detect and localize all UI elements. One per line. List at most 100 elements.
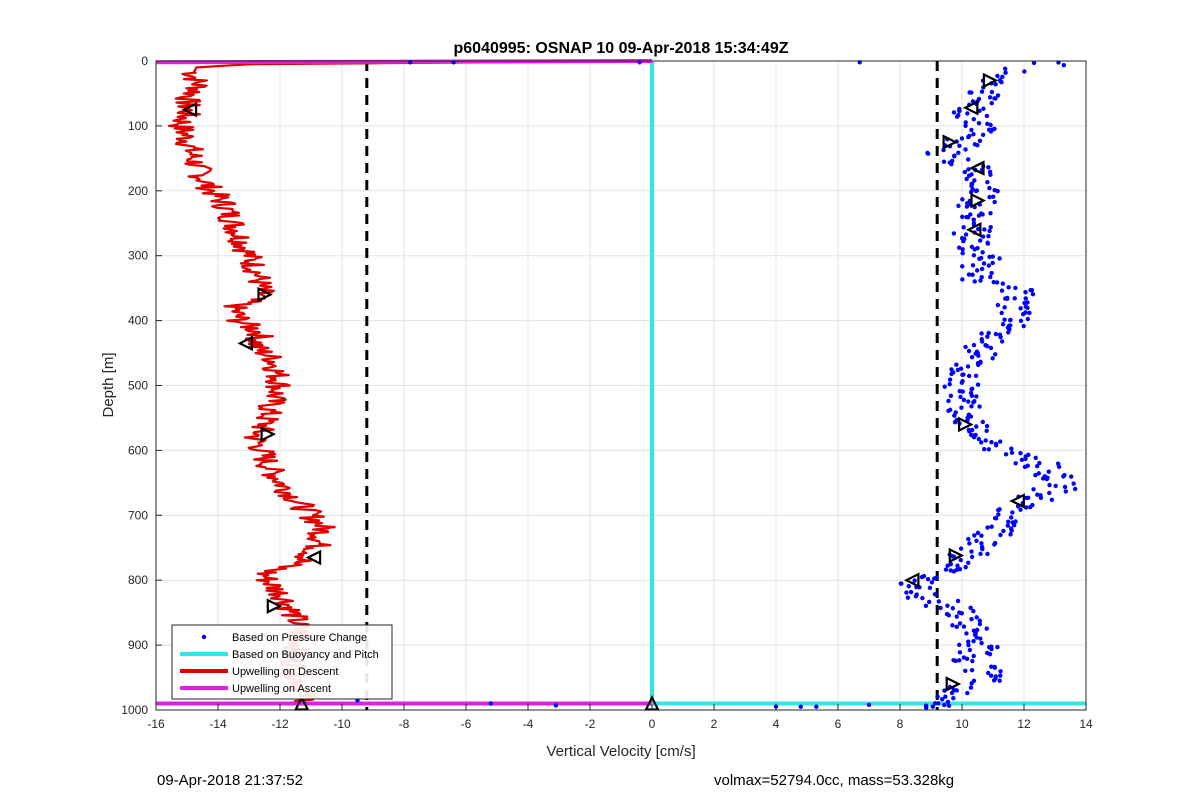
pressure-change-point (950, 606, 956, 611)
y-tick-label: 500 (128, 379, 148, 393)
pressure-change-point (963, 564, 968, 570)
pressure-change-point (923, 603, 929, 609)
pressure-change-point (965, 364, 971, 369)
pressure-change-point (968, 189, 974, 195)
x-tick-label: 6 (835, 717, 842, 731)
pressure-change-point (942, 384, 947, 389)
pressure-change-point (997, 507, 1002, 512)
descent-marker (260, 426, 277, 442)
pressure-change-point (971, 653, 976, 659)
pressure-change-point (969, 432, 974, 438)
pressure-change-point (953, 658, 958, 664)
ascent-marker (948, 547, 965, 564)
pressure-change-point (988, 345, 994, 351)
pressure-change-point (941, 159, 947, 164)
pressure-change-point (1037, 460, 1042, 466)
pressure-change-point (987, 194, 992, 200)
y-tick-label: 400 (128, 314, 148, 328)
pressure-change-point (989, 664, 994, 669)
pressure-change-point (1055, 461, 1061, 466)
pressure-change-point (1047, 490, 1052, 496)
pressure-change-point (978, 278, 983, 283)
pressure-change-point (996, 512, 1001, 517)
pressure-change-point (968, 390, 974, 396)
pressure-change-point (946, 398, 951, 404)
pressure-change-point (1002, 66, 1008, 71)
pressure-change-point (962, 169, 968, 175)
pressure-change-point (930, 704, 935, 709)
pressure-change-point (1023, 456, 1028, 462)
pressure-change-point (986, 127, 992, 132)
pressure-change-point (1008, 515, 1014, 520)
pressure-change-point (958, 366, 964, 371)
descent-marker (181, 101, 198, 118)
pressure-change-point (971, 253, 977, 258)
pressure-change-point (987, 185, 992, 191)
pressure-change-point (984, 423, 990, 429)
pressure-change-point (941, 147, 946, 153)
y-tick-label: 100 (128, 119, 148, 133)
pressure-change-point (1008, 532, 1013, 537)
pressure-change-point (961, 397, 967, 403)
pressure-change-point (966, 399, 971, 404)
pressure-change-point (971, 217, 976, 222)
pressure-change-point (979, 331, 984, 336)
pressure-change-point (971, 132, 976, 137)
pressure-change-point (963, 344, 968, 350)
pressure-change-point (979, 533, 984, 538)
pressure-change-point (971, 117, 976, 122)
pressure-change-point (989, 89, 995, 95)
pressure-change-point (986, 165, 991, 170)
pressure-change-point (946, 408, 951, 414)
pressure-change-point (959, 611, 965, 616)
pressure-change-point (971, 400, 976, 405)
pressure-change-point (553, 703, 559, 708)
pressure-change-point (938, 605, 943, 611)
pressure-change-point (1004, 295, 1010, 301)
pressure-change-point (1027, 310, 1032, 316)
pressure-change-point (987, 228, 992, 234)
y-tick-label: 1000 (121, 703, 148, 717)
pressure-change-point (1038, 495, 1044, 501)
pressure-change-point (966, 272, 972, 277)
pressure-change-point (957, 621, 963, 626)
pressure-change-point (1019, 457, 1025, 463)
pressure-change-point (993, 441, 999, 447)
pressure-change-point (814, 704, 819, 709)
pressure-change-point (977, 621, 983, 627)
pressure-change-point (985, 525, 990, 530)
pressure-change-point (963, 232, 969, 237)
x-tick-label: 10 (955, 717, 969, 731)
pressure-change-point (964, 204, 970, 209)
pressure-change-point (997, 256, 1002, 261)
pressure-change-point (978, 238, 983, 243)
pressure-change-point (995, 93, 1001, 98)
pressure-change-point (998, 334, 1003, 340)
pressure-change-point (989, 440, 994, 445)
pressure-change-point (1023, 495, 1029, 501)
pressure-change-point (920, 595, 925, 601)
pressure-change-point (970, 263, 976, 268)
x-tick-label: -12 (271, 717, 289, 731)
pressure-change-point (912, 578, 917, 583)
pressure-change-point (1025, 316, 1031, 322)
x-tick-label: -4 (523, 717, 534, 731)
pressure-change-point (963, 123, 968, 129)
pressure-change-point (966, 560, 971, 566)
pressure-change-point (925, 150, 930, 156)
pressure-change-point (960, 197, 965, 202)
pressure-change-point (1007, 327, 1012, 332)
pressure-change-point (1010, 520, 1015, 525)
pressure-change-point (1009, 450, 1015, 455)
legend: Based on Pressure Change Based on Buoyanc… (171, 624, 393, 700)
pressure-change-point (952, 413, 957, 418)
pressure-change-point (995, 644, 1000, 650)
pressure-change-point (964, 631, 969, 636)
pressure-change-point (966, 157, 971, 162)
pressure-change-point (966, 373, 972, 379)
pressure-change-point (1000, 322, 1006, 327)
pressure-change-point (968, 605, 973, 611)
pressure-change-point (908, 589, 914, 595)
pressure-change-point (960, 277, 965, 282)
pressure-change-point (950, 623, 955, 628)
